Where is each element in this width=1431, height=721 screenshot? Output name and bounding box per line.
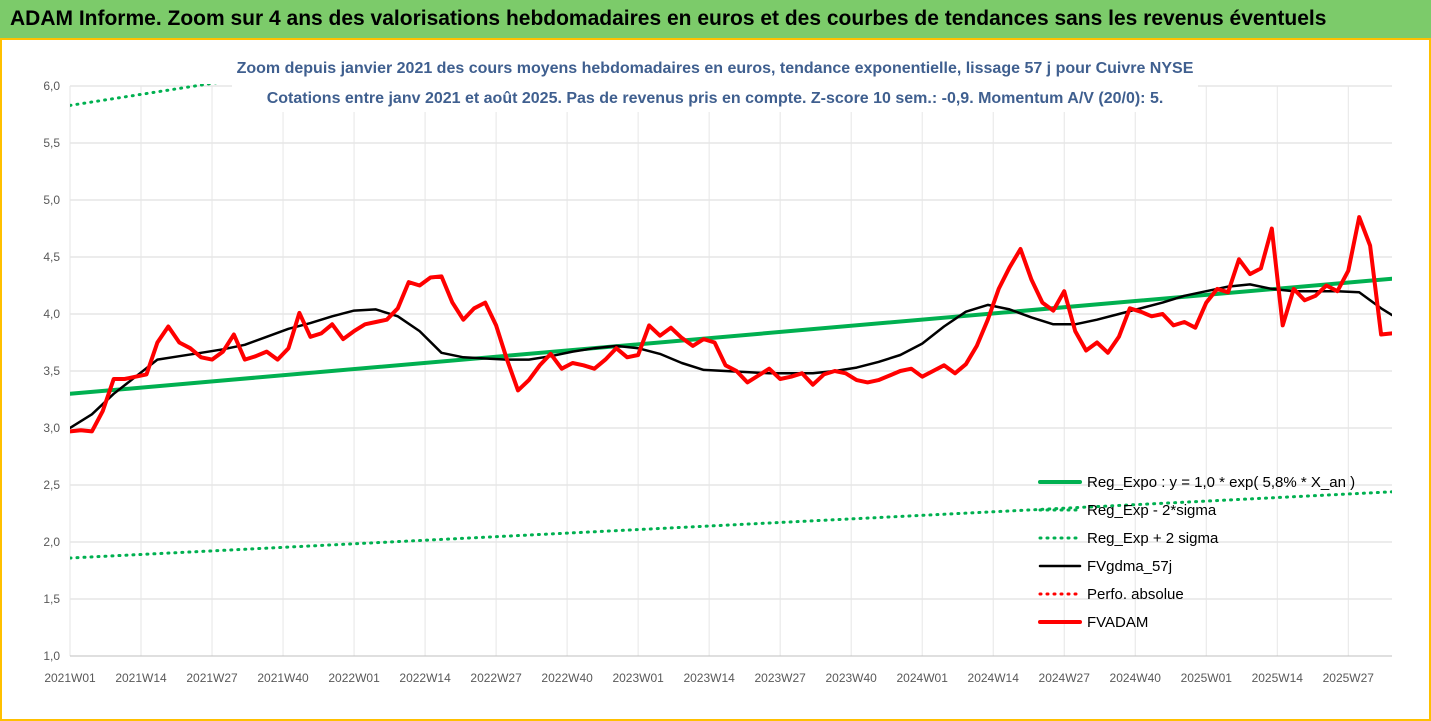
legend-label: FVgdma_57j bbox=[1087, 558, 1172, 575]
x-tick-label: 2022W27 bbox=[470, 671, 522, 685]
x-tick-label: 2023W40 bbox=[825, 671, 877, 685]
x-tick-label: 2021W01 bbox=[44, 671, 96, 685]
x-tick-label: 2025W01 bbox=[1181, 671, 1233, 685]
y-tick-label: 1,0 bbox=[43, 649, 60, 663]
series-line-3 bbox=[70, 283, 1392, 430]
x-tick-label: 2024W27 bbox=[1039, 671, 1091, 685]
title-mask bbox=[232, 56, 1198, 112]
legend: Reg_Expo : y = 1,0 * exp( 5,8% * X_an ) R… bbox=[1038, 474, 1355, 631]
x-tick-label: 2021W14 bbox=[115, 671, 167, 685]
y-tick-label: 3,5 bbox=[43, 364, 60, 378]
series-line-0 bbox=[70, 276, 1392, 396]
x-tick-label: 2024W01 bbox=[897, 671, 949, 685]
x-tick-label: 2025W14 bbox=[1252, 671, 1304, 685]
x-tick-label: 2024W14 bbox=[968, 671, 1020, 685]
legend-label: Reg_Exp + 2 sigma bbox=[1087, 530, 1219, 547]
y-tick-label: 4,5 bbox=[43, 250, 60, 264]
x-tick-label: 2022W01 bbox=[328, 671, 380, 685]
x-tick-label: 2022W40 bbox=[541, 671, 593, 685]
axes: 1,0 1,5 2,0 2,5 3,0 3,5 4,0 4,5 5,0 5,5 6,0 2021W01… bbox=[43, 79, 1392, 685]
legend-label: FVADAM bbox=[1087, 614, 1148, 631]
series-lines bbox=[70, 56, 1392, 560]
x-tick-label: 2021W40 bbox=[257, 671, 309, 685]
legend-label: Perfo. absolue bbox=[1087, 586, 1184, 603]
x-tick-label: 2023W01 bbox=[612, 671, 664, 685]
chart-subtitle: Cotations entre janv 2021 et août 2025. … bbox=[266, 90, 1164, 107]
x-tick-label: 2021W27 bbox=[186, 671, 238, 685]
y-tick-label: 2,0 bbox=[43, 535, 60, 549]
grid-lines bbox=[69, 85, 1392, 657]
series-line-5 bbox=[70, 215, 1392, 434]
y-tick-label: 5,0 bbox=[43, 193, 60, 207]
x-tick-label: 2025W27 bbox=[1323, 671, 1375, 685]
x-tick-label: 2022W14 bbox=[399, 671, 451, 685]
y-tick-label: 5,5 bbox=[43, 136, 60, 150]
y-tick-label: 3,0 bbox=[43, 421, 60, 435]
x-tick-label: 2023W14 bbox=[683, 671, 735, 685]
chart-title: Zoom depuis janvier 2021 des cours moyen… bbox=[236, 60, 1194, 77]
report-banner: ADAM Informe. Zoom sur 4 ans des valoris… bbox=[0, 0, 1431, 38]
x-tick-label: 2024W40 bbox=[1110, 671, 1162, 685]
y-tick-label: 2,5 bbox=[43, 478, 60, 492]
y-tick-label: 4,0 bbox=[43, 307, 60, 321]
legend-label: Reg_Expo : y = 1,0 * exp( 5,8% * X_an ) bbox=[1087, 474, 1355, 491]
y-tick-label: 1,5 bbox=[43, 592, 60, 606]
legend-label: Reg_Exp - 2*sigma bbox=[1087, 502, 1217, 519]
x-tick-label: 2023W27 bbox=[754, 671, 806, 685]
y-tick-label: 6,0 bbox=[43, 79, 60, 93]
report-title: ADAM Informe. Zoom sur 4 ans des valoris… bbox=[10, 7, 1327, 30]
